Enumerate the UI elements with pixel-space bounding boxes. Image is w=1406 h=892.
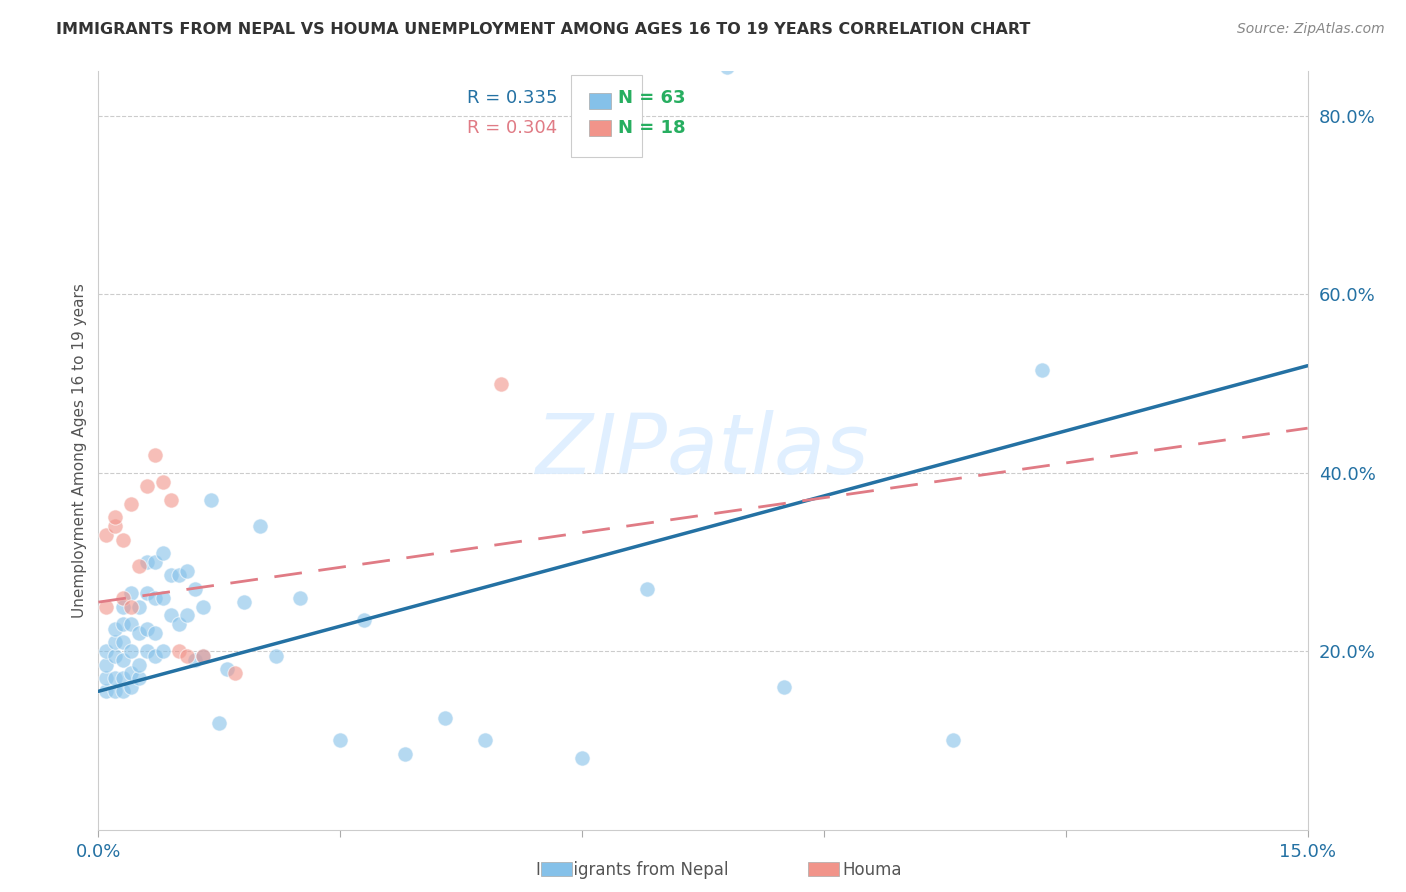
Point: [1031, 363, 1053, 377]
Point: [224, 666, 246, 681]
Point: [143, 555, 166, 569]
Point: [491, 376, 513, 391]
Point: [353, 613, 375, 627]
Point: [160, 492, 183, 507]
Point: [288, 591, 311, 605]
Point: [152, 475, 174, 489]
Point: [636, 582, 658, 596]
Point: [120, 617, 142, 632]
Point: [96, 657, 118, 672]
Point: [176, 564, 198, 578]
Point: [176, 608, 198, 623]
Text: Source: ZipAtlas.com: Source: ZipAtlas.com: [1237, 22, 1385, 37]
Point: [264, 648, 287, 663]
Point: [152, 546, 174, 560]
Y-axis label: Unemployment Among Ages 16 to 19 years: Unemployment Among Ages 16 to 19 years: [72, 283, 87, 618]
Point: [103, 519, 125, 533]
Point: [217, 662, 239, 676]
Point: [120, 599, 142, 614]
Text: R = 0.335: R = 0.335: [467, 89, 558, 107]
Point: [111, 671, 134, 685]
Text: N = 18: N = 18: [619, 120, 686, 137]
Point: [143, 626, 166, 640]
Point: [193, 648, 215, 663]
Point: [128, 559, 150, 574]
Point: [135, 586, 157, 600]
Point: [103, 684, 125, 698]
Point: [111, 599, 134, 614]
Point: [103, 635, 125, 649]
Point: [474, 733, 496, 747]
Text: IMMIGRANTS FROM NEPAL VS HOUMA UNEMPLOYMENT AMONG AGES 16 TO 19 YEARS CORRELATIO: IMMIGRANTS FROM NEPAL VS HOUMA UNEMPLOYM…: [56, 22, 1031, 37]
Text: R = 0.304: R = 0.304: [467, 120, 557, 137]
Point: [184, 582, 207, 596]
Point: [143, 648, 166, 663]
Point: [103, 671, 125, 685]
Point: [128, 671, 150, 685]
Point: [120, 586, 142, 600]
Point: [942, 733, 965, 747]
Point: [232, 595, 254, 609]
Point: [96, 684, 118, 698]
Point: [167, 568, 190, 582]
Point: [135, 479, 157, 493]
Point: [167, 644, 190, 658]
Point: [176, 648, 198, 663]
Point: [160, 568, 183, 582]
Point: [184, 653, 207, 667]
Point: [208, 715, 231, 730]
Point: [96, 671, 118, 685]
Point: [160, 608, 183, 623]
Point: [120, 644, 142, 658]
Point: [111, 591, 134, 605]
Point: [96, 644, 118, 658]
Point: [772, 680, 794, 694]
Point: [120, 680, 142, 694]
Text: Houma: Houma: [842, 861, 901, 879]
Point: [120, 497, 142, 511]
Point: [128, 626, 150, 640]
Point: [200, 492, 222, 507]
Point: [152, 644, 174, 658]
Point: [143, 448, 166, 462]
Point: [135, 622, 157, 636]
Point: [128, 657, 150, 672]
Point: [167, 617, 190, 632]
Point: [128, 599, 150, 614]
Point: [394, 747, 416, 761]
Point: [193, 648, 215, 663]
Point: [716, 60, 738, 74]
Point: [111, 653, 134, 667]
Point: [120, 666, 142, 681]
Legend:  ,  : ,: [576, 80, 637, 152]
Point: [111, 533, 134, 547]
Point: [193, 599, 215, 614]
Point: [103, 622, 125, 636]
Point: [103, 510, 125, 524]
Point: [96, 599, 118, 614]
Text: ZIPatlas: ZIPatlas: [536, 410, 870, 491]
Point: [571, 751, 593, 765]
Point: [135, 555, 157, 569]
Point: [329, 733, 352, 747]
Point: [103, 648, 125, 663]
Point: [143, 591, 166, 605]
Point: [249, 519, 271, 533]
Point: [111, 684, 134, 698]
Point: [111, 617, 134, 632]
Point: [434, 711, 457, 725]
Point: [111, 635, 134, 649]
Point: [96, 528, 118, 542]
Text: Immigrants from Nepal: Immigrants from Nepal: [537, 861, 728, 879]
Text: N = 63: N = 63: [619, 89, 686, 107]
Point: [152, 591, 174, 605]
Point: [135, 644, 157, 658]
